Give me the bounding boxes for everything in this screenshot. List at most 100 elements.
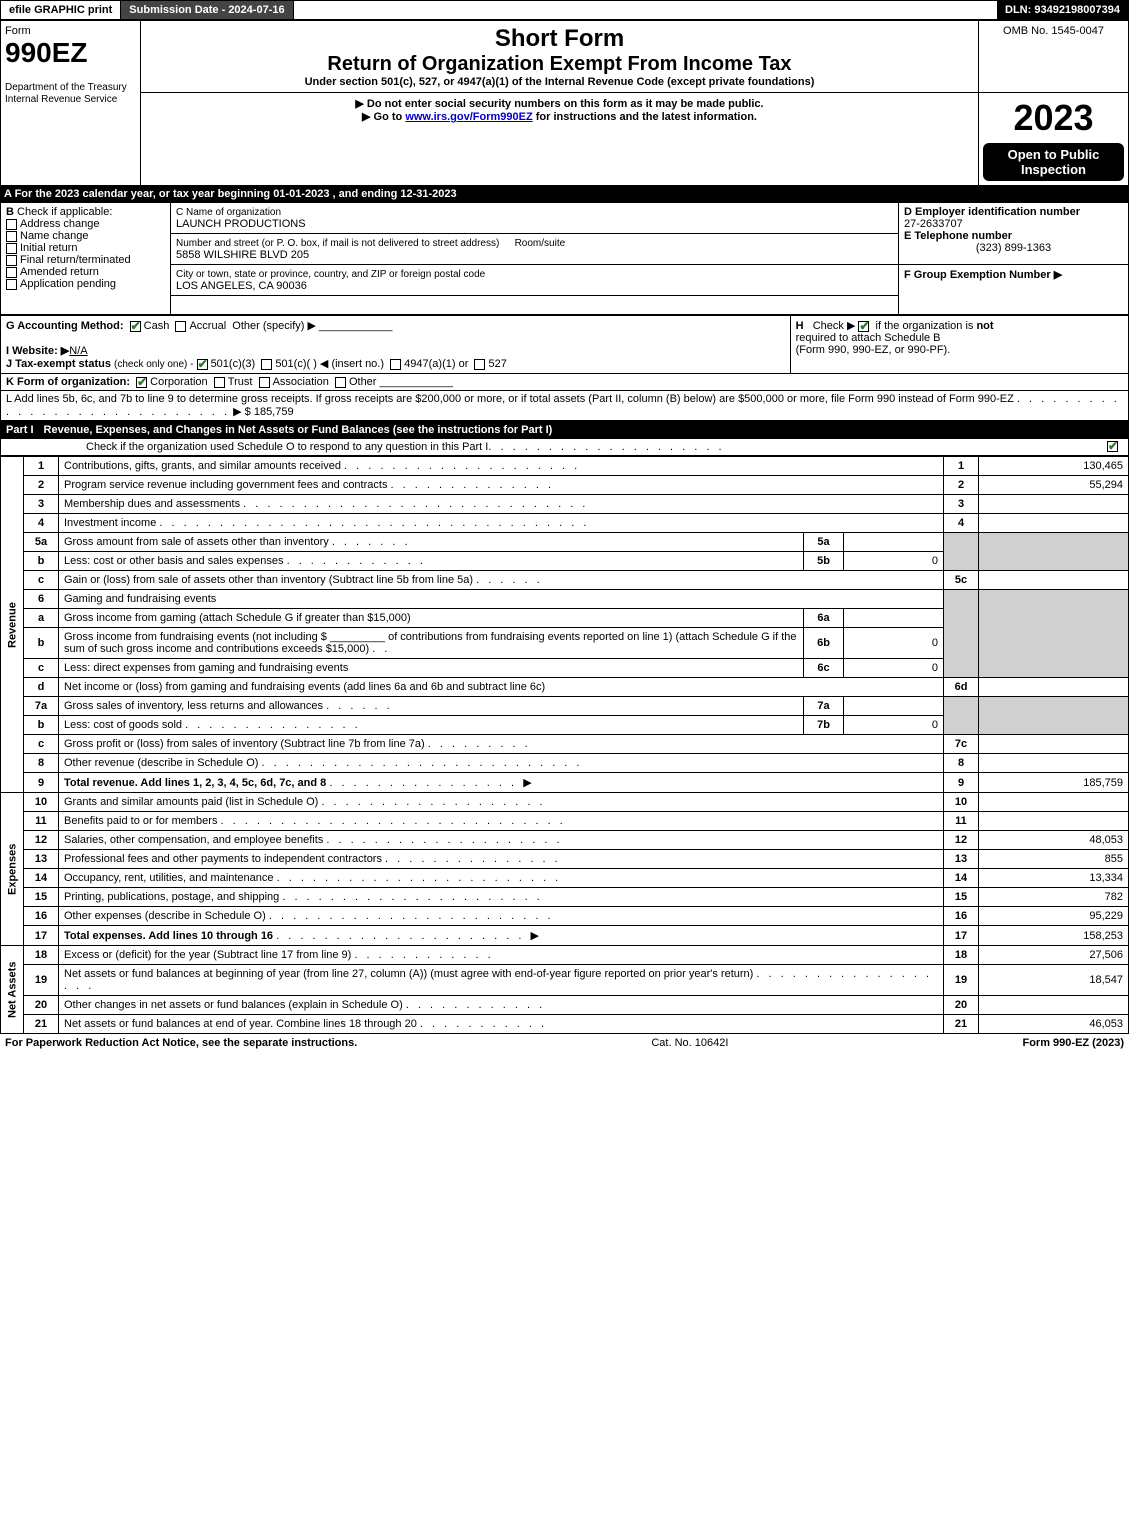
h-not: not	[976, 320, 993, 332]
chk-corp[interactable]	[136, 377, 147, 388]
chk-amended-return[interactable]	[6, 267, 17, 278]
box-c-name: C Name of organization LAUNCH PRODUCTION…	[171, 203, 899, 234]
l7c-desc: Gross profit or (loss) from sales of inv…	[59, 735, 944, 754]
l9-rn: 9	[944, 773, 979, 793]
ein-value: 27-2633707	[904, 218, 963, 230]
l17-num: 17	[24, 926, 59, 946]
l6-gray-amt	[979, 590, 1129, 678]
l6-desc: Gaming and fundraising events	[59, 590, 944, 609]
lbl-other: Other (specify) ▶	[232, 320, 316, 332]
chk-501c[interactable]	[261, 359, 272, 370]
l8-num: 8	[24, 754, 59, 773]
lbl-4947: 4947(a)(1) or	[404, 358, 468, 370]
l6-num: 6	[24, 590, 59, 609]
l7-gray-amt	[979, 697, 1129, 735]
footer: For Paperwork Reduction Act Notice, see …	[0, 1034, 1129, 1052]
lbl-501c3: 501(c)(3)	[211, 358, 256, 370]
chk-accrual[interactable]	[175, 321, 186, 332]
chk-app-pending[interactable]	[6, 279, 17, 290]
street-label: Number and street (or P. O. box, if mail…	[176, 238, 499, 249]
box-c-street: Number and street (or P. O. box, if mail…	[171, 234, 899, 265]
l6b-desc: Gross income from fundraising events (no…	[59, 628, 804, 659]
section-a: A For the 2023 calendar year, or tax yea…	[0, 186, 1129, 202]
chk-assoc[interactable]	[259, 377, 270, 388]
form-id-cell: Form 990EZ Department of the Treasury In…	[1, 21, 141, 186]
l19-amt: 18,547	[979, 965, 1129, 996]
part1-header: Part I Revenue, Expenses, and Changes in…	[0, 421, 1129, 439]
box-h: H Check ▶ if the organization is not req…	[790, 316, 1128, 374]
l4-num: 4	[24, 514, 59, 533]
short-form-title: Short Form	[145, 25, 974, 53]
h-label: H	[796, 320, 804, 332]
l18-desc: Excess or (deficit) for the year (Subtra…	[59, 946, 944, 965]
l3-rn: 3	[944, 495, 979, 514]
lbl-final-return: Final return/terminated	[20, 254, 131, 266]
l5-gray-amt	[979, 533, 1129, 571]
l19-desc: Net assets or fund balances at beginning…	[59, 965, 944, 996]
l6d-rn: 6d	[944, 678, 979, 697]
l18-amt: 27,506	[979, 946, 1129, 965]
chk-other-org[interactable]	[335, 377, 346, 388]
l8-amt	[979, 754, 1129, 773]
chk-part1-scho[interactable]	[1107, 441, 1118, 452]
l17-rn: 17	[944, 926, 979, 946]
c-name-label: C Name of organization	[176, 207, 281, 218]
chk-trust[interactable]	[214, 377, 225, 388]
l12-desc: Salaries, other compensation, and employ…	[59, 831, 944, 850]
l5c-desc: Gain or (loss) from sale of assets other…	[59, 571, 944, 590]
chk-schedule-b[interactable]	[858, 321, 869, 332]
l17-amt: 158,253	[979, 926, 1129, 946]
chk-cash[interactable]	[130, 321, 141, 332]
l5a-sn: 5a	[804, 533, 844, 552]
chk-501c3[interactable]	[197, 359, 208, 370]
l6d-amt	[979, 678, 1129, 697]
room-label: Room/suite	[515, 238, 566, 249]
l15-num: 15	[24, 888, 59, 907]
city-value: LOS ANGELES, CA 90036	[176, 280, 307, 292]
footer-mid: Cat. No. 10642I	[651, 1037, 728, 1049]
l10-rn: 10	[944, 793, 979, 812]
l4-rn: 4	[944, 514, 979, 533]
goto-link[interactable]: www.irs.gov/Form990EZ	[405, 111, 532, 123]
box-b-letter: B	[6, 206, 14, 218]
header-instructions: ▶ Do not enter social security numbers o…	[141, 93, 979, 186]
l6b-num: b	[24, 628, 59, 659]
l7c-rn: 7c	[944, 735, 979, 754]
l7a-sn: 7a	[804, 697, 844, 716]
h-text3: required to attach Schedule B	[796, 332, 941, 344]
box-k: K Form of organization: Corporation Trus…	[0, 374, 1129, 391]
l6c-sv: 0	[844, 659, 944, 678]
efile-label[interactable]: efile GRAPHIC print	[1, 1, 121, 19]
lbl-address-change: Address change	[20, 218, 100, 230]
chk-name-change[interactable]	[6, 231, 17, 242]
info-table: B Check if applicable: Address change Na…	[0, 202, 1129, 315]
d-label: D Employer identification number	[904, 206, 1080, 218]
lbl-501c: 501(c)( ) ◀ (insert no.)	[275, 358, 384, 370]
l11-desc: Benefits paid to or for members . . . . …	[59, 812, 944, 831]
l9-desc: Total revenue. Add lines 1, 2, 3, 4, 5c,…	[59, 773, 944, 793]
l16-desc: Other expenses (describe in Schedule O) …	[59, 907, 944, 926]
l1-desc: Contributions, gifts, grants, and simila…	[59, 457, 944, 476]
l7b-desc: Less: cost of goods sold . . . . . . . .…	[59, 716, 804, 735]
l6d-num: d	[24, 678, 59, 697]
f-label: F Group Exemption Number ▶	[904, 269, 1062, 281]
h-text1: Check ▶	[813, 320, 856, 332]
goto-pre: ▶ Go to	[362, 111, 405, 123]
form-word: Form	[5, 25, 31, 37]
chk-4947[interactable]	[390, 359, 401, 370]
lbl-cash: Cash	[144, 320, 170, 332]
l2-rn: 2	[944, 476, 979, 495]
chk-address-change[interactable]	[6, 219, 17, 230]
chk-initial-return[interactable]	[6, 243, 17, 254]
l6b-sv: 0	[844, 628, 944, 659]
footer-left: For Paperwork Reduction Act Notice, see …	[5, 1037, 357, 1049]
l5a-num: 5a	[24, 533, 59, 552]
l11-amt	[979, 812, 1129, 831]
l4-desc: Investment income . . . . . . . . . . . …	[59, 514, 944, 533]
l11-num: 11	[24, 812, 59, 831]
l11-rn: 11	[944, 812, 979, 831]
chk-527[interactable]	[474, 359, 485, 370]
l3-desc: Membership dues and assessments . . . . …	[59, 495, 944, 514]
lbl-527: 527	[488, 358, 506, 370]
chk-final-return[interactable]	[6, 255, 17, 266]
